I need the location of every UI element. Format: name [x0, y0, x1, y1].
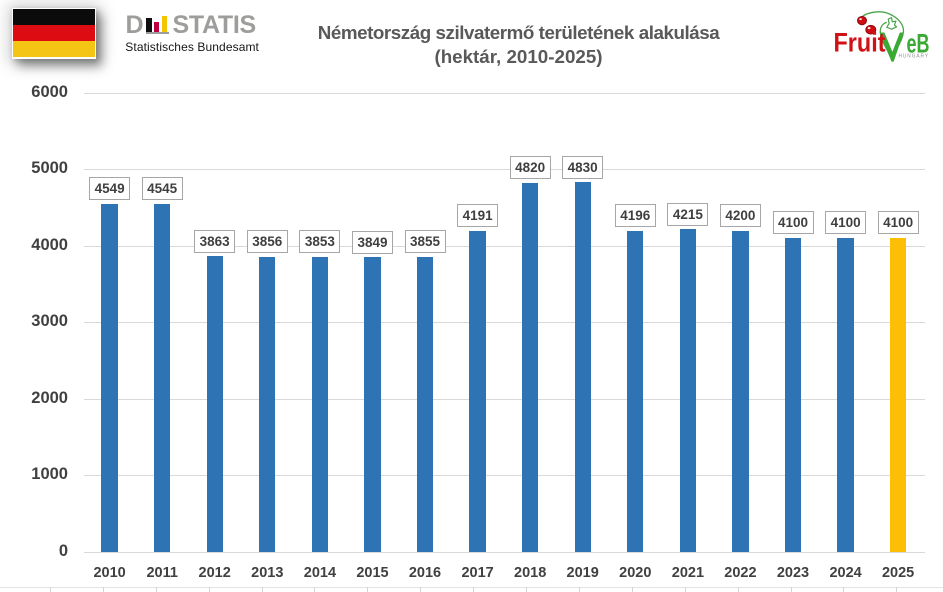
svg-text:Fruit: Fruit: [834, 28, 886, 58]
svg-text:HUNGARY: HUNGARY: [899, 54, 930, 60]
svg-text:eB: eB: [907, 28, 930, 58]
